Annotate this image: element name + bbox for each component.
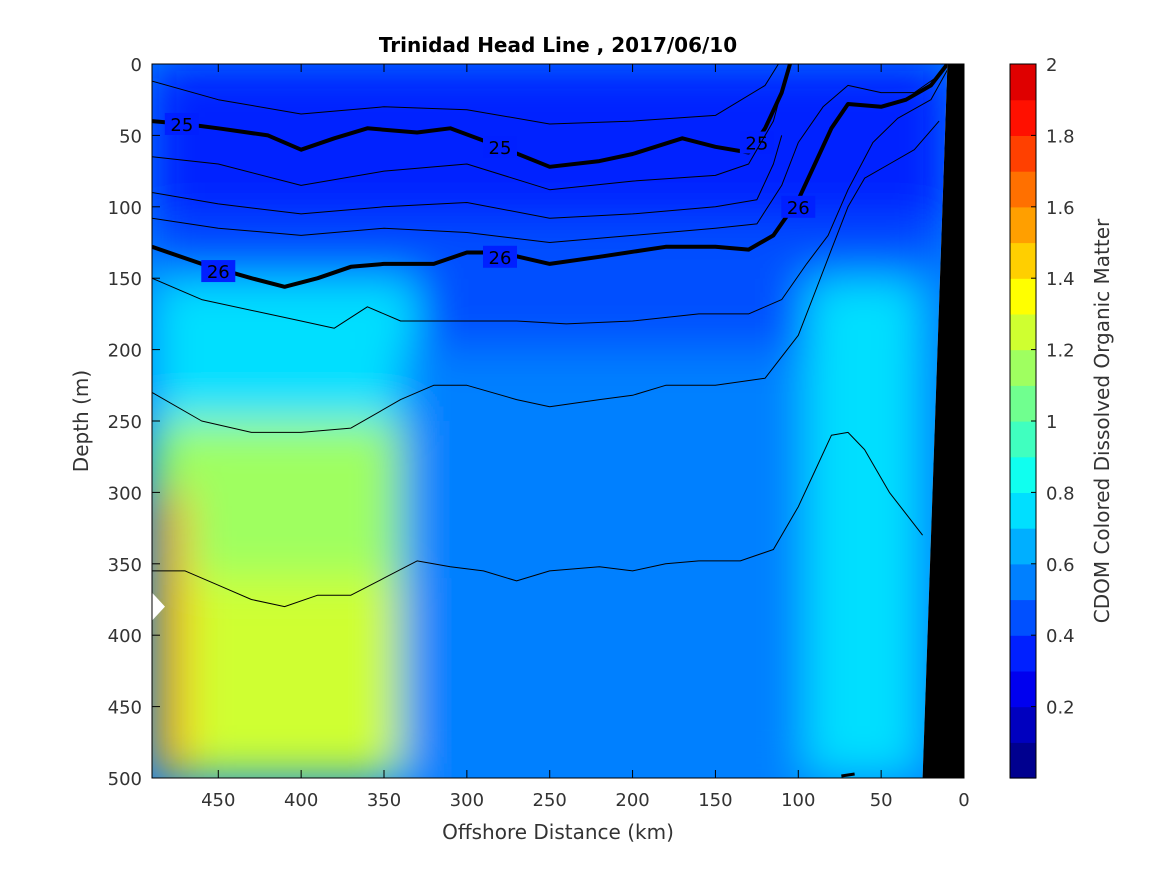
field-region-surface-layer	[152, 64, 948, 222]
colorbar-ticks: 0.2 0.4 0.6 0.8 1 1.2 1.4 1.6 1.8 2	[1031, 55, 1075, 719]
colorbar-tick-label: 0.8	[1046, 483, 1075, 504]
contour-label-gap	[739, 131, 774, 154]
contour-label-26: 26	[489, 248, 512, 269]
colorbar-tick-label: 1.2	[1046, 341, 1075, 362]
colorbar-step	[1010, 670, 1036, 708]
contour-label-25: 25	[170, 115, 193, 136]
y-tick-label: 50	[119, 126, 142, 147]
contour-label-25: 25	[745, 134, 768, 155]
x-tick-label: 50	[870, 790, 893, 811]
contour-label-gap	[164, 112, 199, 135]
contour-line-minor-3	[152, 78, 786, 191]
colorbar-tick-label: 0.4	[1046, 626, 1075, 647]
contour-line-minor-6	[152, 64, 952, 329]
x-axis-label: Offshore Distance (km)	[442, 820, 674, 844]
colorbar-step	[1010, 421, 1036, 458]
bathymetry	[841, 64, 964, 778]
y-tick-label: 450	[108, 698, 142, 719]
colorbar-step	[1010, 64, 1036, 101]
contour-line-minor-2	[152, 64, 779, 125]
contour-label-26: 26	[207, 262, 230, 283]
colorbar-tick-label: 1	[1046, 412, 1057, 433]
colorbar-step	[1010, 242, 1036, 279]
contour-label-gap	[483, 135, 517, 158]
colorbar-step	[1010, 742, 1036, 779]
missing-value-marker	[152, 592, 165, 621]
x-axis: 450 400 350 300 250 200 150 100 50 0	[201, 64, 970, 811]
y-tick-label: 0	[131, 55, 142, 76]
colorbar-step	[1010, 206, 1036, 244]
colorbar-step	[1010, 492, 1036, 529]
colorbar-step	[1010, 563, 1036, 601]
colorbar-tick-label: 0.6	[1046, 555, 1075, 576]
colorbar: 0.2 0.4 0.6 0.8 1 1.2 1.4 1.6 1.8 2 CDOM Colored …	[1009, 55, 1114, 779]
y-tick-label: 150	[108, 269, 142, 290]
field-region-nearshore-column	[806, 278, 923, 778]
colorbar-step	[1010, 635, 1036, 672]
contour-line-minor-8	[152, 431, 923, 608]
contour-label-gap	[483, 245, 517, 268]
y-axis-label: Depth (m)	[69, 370, 93, 472]
colorbar-tick-label: 1.4	[1046, 269, 1075, 290]
colorbar-step	[1010, 706, 1036, 743]
y-tick-label: 350	[108, 555, 142, 576]
contour-line-minor-4	[152, 135, 783, 219]
x-tick-label: 250	[533, 790, 567, 811]
cdom-field	[152, 64, 948, 778]
colorbar-step	[1010, 349, 1036, 386]
x-tick-label: 100	[781, 790, 815, 811]
y-tick-label: 400	[108, 626, 142, 647]
x-tick-label: 400	[284, 790, 318, 811]
field-region-offshore-upper	[152, 278, 418, 421]
x-tick-label: 0	[958, 790, 969, 811]
x-tick-label: 200	[615, 790, 649, 811]
colorbar-tick-label: 1.8	[1046, 126, 1075, 147]
colorbar-step	[1010, 599, 1036, 636]
colorbar-step	[1010, 313, 1036, 351]
colorbar-label: CDOM Colored Dissolved Organic Matter	[1090, 218, 1114, 623]
colorbar-step	[1010, 456, 1036, 493]
x-tick-label: 300	[450, 790, 484, 811]
colorbar-step	[1010, 99, 1036, 136]
contour-label-26: 26	[787, 198, 810, 219]
y-tick-label: 200	[108, 341, 142, 362]
field-region-offshore-mid	[152, 421, 401, 579]
colorbar-step	[1010, 385, 1036, 422]
contour-line-26	[152, 64, 949, 289]
colorbar-tick-label: 0.2	[1046, 698, 1075, 719]
field-region-offshore-deep	[152, 578, 401, 778]
colorbar-step	[1010, 528, 1036, 565]
x-tick-label: 350	[367, 790, 401, 811]
plot-area: 25 25 25 26 26 26	[151, 63, 965, 779]
density-contours: 25 25 25 26 26 26	[152, 64, 952, 608]
colorbar-step	[1010, 278, 1036, 315]
y-tick-label: 300	[108, 483, 142, 504]
chart-title: Trinidad Head Line , 2017/06/10	[379, 33, 737, 57]
contour-label-gap	[781, 195, 816, 218]
contour-line-minor-7	[152, 120, 940, 433]
colorbar-tick-label: 1.6	[1046, 198, 1075, 219]
colorbar-steps	[1010, 64, 1036, 779]
bathymetry-seafloor	[922, 64, 964, 778]
colorbar-tick-label: 2	[1046, 55, 1057, 76]
y-tick-label: 100	[108, 198, 142, 219]
y-tick-label: 250	[108, 412, 142, 433]
x-tick-label: 450	[201, 790, 235, 811]
colorbar-step	[1010, 135, 1036, 172]
y-tick-label: 500	[108, 769, 142, 790]
contour-label-25: 25	[489, 138, 512, 159]
colorbar-step	[1010, 171, 1036, 208]
seafloor-tick	[841, 772, 855, 778]
x-tick-label: 150	[698, 790, 732, 811]
y-axis: 0 50 100 150 200 250 300 350 400 450 500	[108, 55, 964, 790]
contour-line-minor-5	[152, 74, 940, 243]
contour-label-gap	[201, 260, 236, 283]
